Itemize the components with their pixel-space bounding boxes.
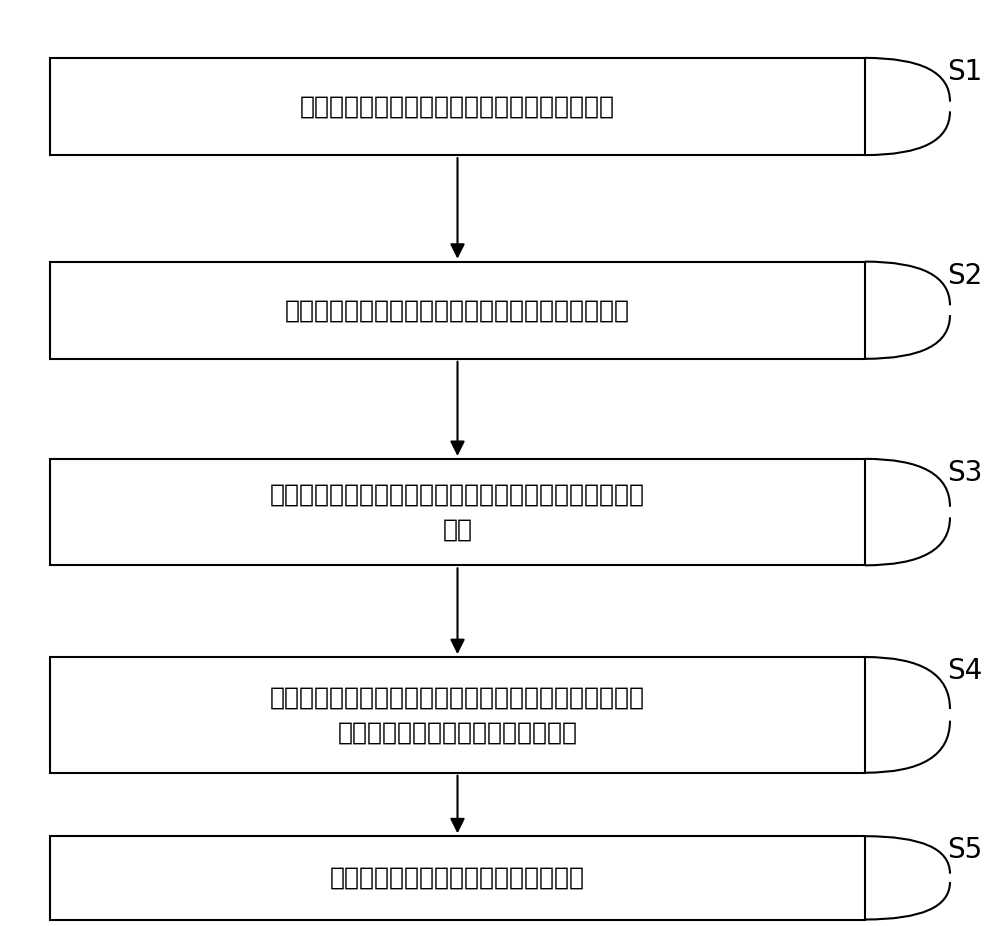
- Text: S3: S3: [947, 458, 983, 487]
- Text: 根据车速、阻尼补偿方向和助力电机的转速得到阻尼补偿
电流: 根据车速、阻尼补偿方向和助力电机的转速得到阻尼补偿 电流: [270, 482, 645, 542]
- Text: 根据方向盘转角和助力电机的转速判定阻尼补偿方向: 根据方向盘转角和助力电机的转速判定阻尼补偿方向: [285, 298, 630, 322]
- Bar: [50, 57, 865, 155]
- Text: S4: S4: [947, 657, 983, 685]
- Text: S1: S1: [947, 57, 983, 86]
- Text: S2: S2: [947, 261, 983, 290]
- Text: 获取方向盘转角、车辆的车速和助力电机的转速: 获取方向盘转角、车辆的车速和助力电机的转速: [300, 94, 615, 119]
- Bar: [50, 261, 865, 358]
- Text: 获取方向盘的转向力矩，并根据阻尼补偿电流、转向力矩
和车速得到助力电机的目标输出电流: 获取方向盘的转向力矩，并根据阻尼补偿电流、转向力矩 和车速得到助力电机的目标输出…: [270, 685, 645, 745]
- Text: 根据目标输出电流对助力电机进行控制: 根据目标输出电流对助力电机进行控制: [330, 866, 585, 890]
- Bar: [50, 836, 865, 920]
- Bar: [50, 458, 865, 565]
- Text: S5: S5: [947, 836, 983, 864]
- Bar: [50, 657, 865, 772]
